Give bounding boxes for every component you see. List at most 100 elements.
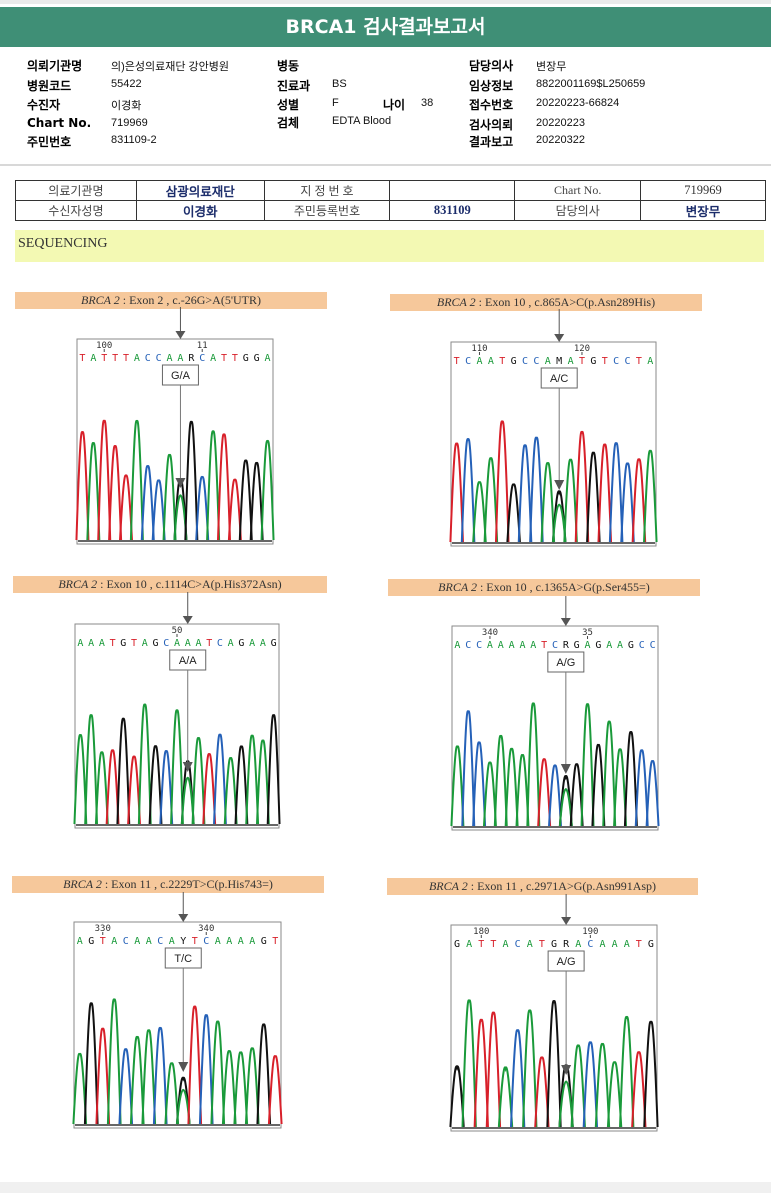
cell-resident-no-value: 831109 bbox=[389, 200, 516, 221]
info-value-institution: 의)은성의료재단 강안병원 bbox=[111, 61, 230, 73]
trace-peak bbox=[517, 444, 533, 543]
chromatogram-1: 100 11T A T T T A C C A A R C A T T G G AG/A bbox=[75, 307, 275, 545]
chromatogram-label-2: BRCA 2 : Exon 10 , c.865A>C(p.Asn289His) bbox=[390, 294, 702, 311]
section-divider bbox=[0, 164, 771, 166]
trace-peak bbox=[162, 453, 177, 541]
base-letter: T bbox=[100, 936, 106, 947]
trace-peak bbox=[450, 745, 465, 827]
base-letter: A bbox=[545, 356, 551, 367]
trace-peak bbox=[631, 1051, 647, 1128]
cell-doctor-label: 담당의사 bbox=[514, 200, 642, 221]
trace-peak bbox=[606, 1061, 623, 1128]
trace-peak bbox=[586, 451, 601, 543]
trace-peak bbox=[620, 462, 635, 543]
variant-detail: : Exon 10 , c.1365A>G(p.Ser455=) bbox=[476, 580, 650, 594]
trace-peak bbox=[256, 1023, 272, 1125]
trace-peak bbox=[483, 457, 499, 543]
base-letter: T bbox=[636, 939, 642, 950]
trace-peak bbox=[213, 733, 227, 825]
trace-peak bbox=[645, 759, 660, 827]
base-letter: A bbox=[177, 353, 183, 364]
info-value-sex: F bbox=[332, 97, 339, 109]
base-letter: C bbox=[217, 638, 223, 649]
pointer-arrowhead bbox=[560, 618, 571, 626]
cell-designated-no-value bbox=[389, 180, 516, 201]
base-letter: A bbox=[77, 936, 83, 947]
info-label-patient: 수진자 bbox=[27, 98, 61, 112]
base-letter: A bbox=[476, 356, 482, 367]
tick-label: 110 bbox=[471, 344, 487, 354]
info-value-chart-no: 719969 bbox=[111, 117, 148, 129]
base-letter: C bbox=[515, 939, 521, 950]
trace-peak bbox=[97, 419, 112, 541]
trace-peak bbox=[522, 1009, 538, 1128]
trace-peak bbox=[540, 462, 556, 543]
base-letter: A bbox=[260, 638, 266, 649]
base-letter: A bbox=[228, 638, 234, 649]
pointer-arrowhead bbox=[561, 917, 572, 925]
trace-peak bbox=[152, 1026, 168, 1125]
base-letter: A bbox=[498, 640, 504, 651]
trace-peak bbox=[608, 442, 624, 543]
base-letter: A bbox=[454, 640, 460, 651]
base-letter: T bbox=[123, 353, 129, 364]
base-letter: C bbox=[156, 353, 162, 364]
base-letter: A bbox=[174, 638, 180, 649]
base-letter: C bbox=[465, 356, 471, 367]
info-label-institution: 의뢰기관명 bbox=[27, 59, 83, 73]
trace-peak bbox=[75, 431, 90, 541]
gene-name: BRCA 2 bbox=[438, 580, 477, 594]
info-value-receipt-no: 20220223-66824 bbox=[536, 97, 620, 109]
base-letter: A bbox=[90, 353, 96, 364]
chromatogram-3: 50A A A T G T A G C A A A T C A G A A GA/A bbox=[73, 592, 281, 829]
trace-peak bbox=[159, 750, 174, 825]
base-letter: T bbox=[478, 939, 484, 950]
trace-peak bbox=[449, 442, 464, 543]
base-letter: C bbox=[157, 936, 163, 947]
base-letter: T bbox=[110, 638, 116, 649]
cell-resident-no-label: 주민등록번호 bbox=[263, 200, 391, 221]
trace-peak bbox=[582, 1041, 599, 1128]
trace-peak bbox=[504, 747, 519, 827]
trace-peak bbox=[580, 703, 595, 827]
base-letter: T bbox=[232, 353, 238, 364]
trace-peak bbox=[461, 710, 476, 827]
trace-peak bbox=[597, 443, 613, 543]
trace-peak bbox=[461, 999, 477, 1128]
trace-peak bbox=[206, 430, 221, 541]
trace-peak bbox=[184, 420, 199, 541]
variant-marker-arrowhead bbox=[560, 764, 571, 774]
base-letter: A bbox=[599, 939, 605, 950]
info-block: 의뢰기관명 의)은성의료재단 강안병원 병원코드 55422 수진자 이경화 C… bbox=[0, 50, 771, 164]
variant-marker-arrowhead bbox=[561, 1065, 572, 1075]
base-letter: C bbox=[552, 640, 558, 651]
base-letter: A bbox=[142, 638, 148, 649]
trace-peak bbox=[494, 420, 510, 543]
info-value-department: BS bbox=[332, 78, 347, 90]
base-letter: A bbox=[134, 353, 140, 364]
info-label-sex: 성별 bbox=[277, 98, 300, 112]
info-label-hospital-code: 병원코드 bbox=[27, 79, 72, 93]
base-letter: T bbox=[541, 640, 547, 651]
base-letter: T bbox=[192, 936, 198, 947]
base-letter: C bbox=[163, 638, 169, 649]
base-letter: A bbox=[88, 638, 94, 649]
trace-peak bbox=[127, 755, 141, 825]
base-letter: T bbox=[101, 353, 107, 364]
base-letter: T bbox=[131, 638, 137, 649]
trace-peak bbox=[116, 717, 131, 825]
base-letter: T bbox=[112, 353, 118, 364]
base-letter: G bbox=[238, 638, 244, 649]
variant-marker-arrowhead bbox=[178, 1062, 189, 1072]
trace-peak bbox=[515, 753, 530, 827]
info-label-department: 진료과 bbox=[277, 79, 311, 93]
trace-peak bbox=[95, 1027, 111, 1125]
base-letter: A bbox=[612, 939, 618, 950]
trace-peak bbox=[631, 458, 647, 543]
gene-name: BRCA 2 bbox=[58, 577, 98, 591]
base-letter: R bbox=[563, 939, 570, 950]
trace-peak bbox=[551, 490, 567, 543]
trace-peak bbox=[619, 1016, 635, 1128]
base-letter: C bbox=[522, 356, 528, 367]
genotype-call-label: A/C bbox=[550, 373, 568, 385]
